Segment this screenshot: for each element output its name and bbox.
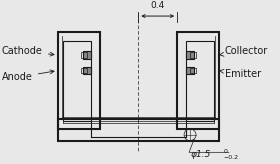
Bar <box>83 51 90 59</box>
Bar <box>186 67 194 74</box>
Text: 0: 0 <box>224 149 228 154</box>
Bar <box>58 119 219 141</box>
Text: 0.4: 0.4 <box>151 1 165 10</box>
Bar <box>81 68 87 73</box>
Bar <box>83 67 90 74</box>
Bar <box>81 52 87 58</box>
Bar <box>58 32 99 129</box>
Text: −0.2: −0.2 <box>224 155 239 160</box>
Bar <box>63 41 90 121</box>
Text: Cathode: Cathode <box>2 46 54 56</box>
Bar <box>186 51 194 59</box>
Text: Anode: Anode <box>2 70 54 82</box>
Bar <box>177 32 219 129</box>
Text: Collector: Collector <box>219 46 268 56</box>
Text: φ1.5: φ1.5 <box>191 150 211 159</box>
Bar <box>190 68 196 73</box>
Bar <box>190 52 196 58</box>
Bar <box>186 41 214 121</box>
Text: Emitter: Emitter <box>219 69 261 79</box>
